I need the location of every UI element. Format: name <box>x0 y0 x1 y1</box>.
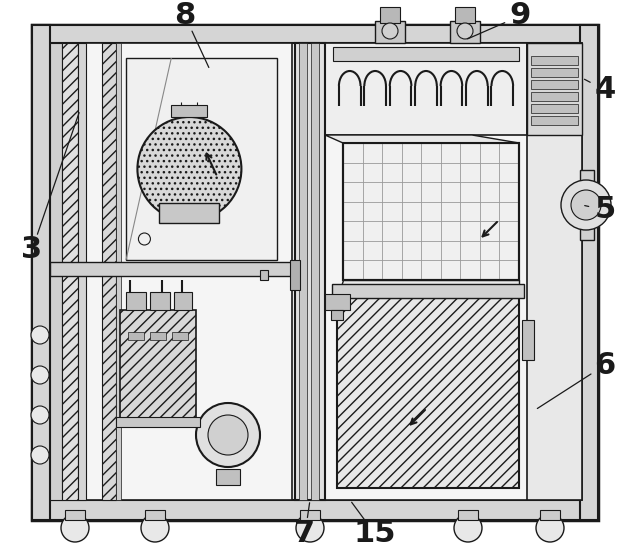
Circle shape <box>141 514 169 542</box>
Bar <box>531 56 578 65</box>
Text: 3: 3 <box>21 235 42 265</box>
Bar <box>458 510 478 520</box>
Bar <box>325 43 582 500</box>
Circle shape <box>61 514 89 542</box>
Circle shape <box>454 514 482 542</box>
Circle shape <box>31 406 49 424</box>
Bar <box>580 170 594 240</box>
Bar <box>32 500 598 520</box>
Text: 8: 8 <box>174 2 196 30</box>
Text: 4: 4 <box>594 75 616 104</box>
Circle shape <box>571 190 601 220</box>
Polygon shape <box>337 280 519 298</box>
Bar <box>343 143 519 280</box>
Bar <box>295 43 325 500</box>
Polygon shape <box>325 135 519 143</box>
Bar <box>343 143 519 280</box>
Bar <box>531 80 578 89</box>
Bar <box>455 7 475 23</box>
Circle shape <box>457 23 473 39</box>
Bar <box>522 320 534 360</box>
Circle shape <box>31 326 49 344</box>
Bar <box>116 43 121 500</box>
Bar <box>531 104 578 113</box>
Bar <box>120 310 196 420</box>
Bar <box>150 292 170 310</box>
Circle shape <box>138 117 241 221</box>
Bar <box>50 43 62 500</box>
Circle shape <box>208 415 248 455</box>
Bar <box>62 43 78 500</box>
Bar <box>332 284 524 298</box>
Bar <box>450 21 480 43</box>
Bar <box>50 43 292 500</box>
Text: 6: 6 <box>594 350 616 380</box>
Bar <box>216 469 240 485</box>
Bar <box>540 510 560 520</box>
Bar <box>128 332 144 340</box>
Bar <box>380 7 400 23</box>
Bar <box>116 417 200 427</box>
Bar <box>159 203 219 223</box>
Text: 15: 15 <box>354 520 396 548</box>
Text: 9: 9 <box>509 2 531 30</box>
Bar <box>527 43 582 500</box>
Text: 5: 5 <box>594 195 616 224</box>
Bar <box>300 510 320 520</box>
Bar <box>50 262 292 276</box>
Bar <box>531 68 578 77</box>
Bar <box>531 116 578 125</box>
Circle shape <box>296 514 324 542</box>
Bar <box>174 292 192 310</box>
Bar <box>78 43 86 500</box>
Bar <box>311 43 319 500</box>
Circle shape <box>561 180 611 230</box>
Bar <box>172 332 188 340</box>
Circle shape <box>196 403 260 467</box>
Circle shape <box>382 23 398 39</box>
Bar <box>333 47 519 61</box>
Circle shape <box>536 514 564 542</box>
Bar <box>102 43 116 500</box>
Bar <box>145 510 165 520</box>
Bar <box>531 92 578 101</box>
Bar <box>126 58 277 260</box>
Bar <box>32 25 50 520</box>
Circle shape <box>138 163 151 175</box>
Bar <box>65 510 85 520</box>
Bar <box>325 294 350 310</box>
Bar <box>337 298 519 488</box>
Circle shape <box>138 233 151 245</box>
Bar <box>260 270 268 280</box>
Bar <box>331 310 343 320</box>
Text: 7: 7 <box>294 520 316 548</box>
Bar <box>171 105 208 117</box>
Bar <box>32 25 598 43</box>
Bar <box>527 43 582 135</box>
Bar <box>290 260 300 290</box>
Bar <box>325 43 527 135</box>
Circle shape <box>31 446 49 464</box>
Bar <box>299 43 307 500</box>
Circle shape <box>31 366 49 384</box>
Bar <box>126 292 146 310</box>
Bar <box>580 25 598 520</box>
Bar <box>150 332 166 340</box>
Bar <box>375 21 405 43</box>
